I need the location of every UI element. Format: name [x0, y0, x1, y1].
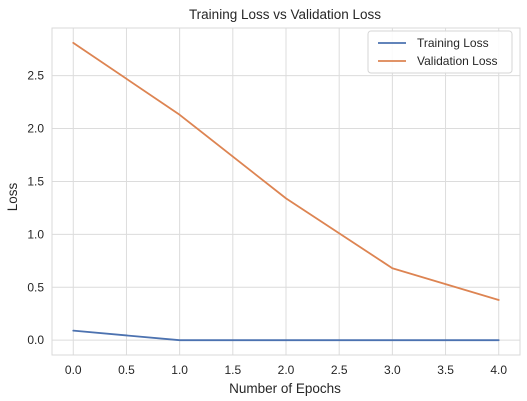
y-tick-label: 2.0	[27, 122, 44, 136]
x-tick-label: 3.0	[384, 363, 401, 377]
x-tick-label: 0.0	[65, 363, 82, 377]
series-line-training-loss	[72, 329, 500, 342]
x-axis-label: Number of Epochs	[229, 381, 341, 396]
y-tick-label: 0.0	[27, 333, 44, 347]
plot-area-frame	[51, 27, 521, 356]
series-lines	[72, 41, 500, 342]
x-tick-label: 2.5	[331, 363, 348, 377]
y-tick-labels: 0.0 0.5 1.0 1.5 2.0 2.5	[27, 69, 44, 348]
x-tick-label: 3.5	[437, 363, 454, 377]
legend-label-training-loss: Training Loss	[417, 36, 489, 50]
x-tick-label: 0.5	[118, 363, 135, 377]
x-tick-label: 1.0	[171, 363, 188, 377]
x-tick-label: 1.5	[224, 363, 241, 377]
grid-lines	[52, 28, 520, 355]
chart-title: Training Loss vs Validation Loss	[189, 7, 381, 22]
x-tick-label: 2.0	[278, 363, 295, 377]
y-axis-label: Loss	[5, 182, 20, 211]
legend: Training Loss Validation Loss	[367, 30, 513, 74]
y-tick-label: 0.5	[27, 280, 44, 294]
x-tick-label: 4.0	[490, 363, 507, 377]
series-line-validation-loss	[72, 41, 500, 301]
legend-box	[367, 30, 513, 74]
y-tick-label: 2.5	[27, 69, 44, 83]
x-tick-labels: 0.0 0.5 1.0 1.5 2.0 2.5 3.0 3.5 4.0	[65, 363, 507, 377]
legend-label-validation-loss: Validation Loss	[417, 54, 498, 68]
y-tick-label: 1.0	[27, 227, 44, 241]
y-tick-label: 1.5	[27, 174, 44, 188]
